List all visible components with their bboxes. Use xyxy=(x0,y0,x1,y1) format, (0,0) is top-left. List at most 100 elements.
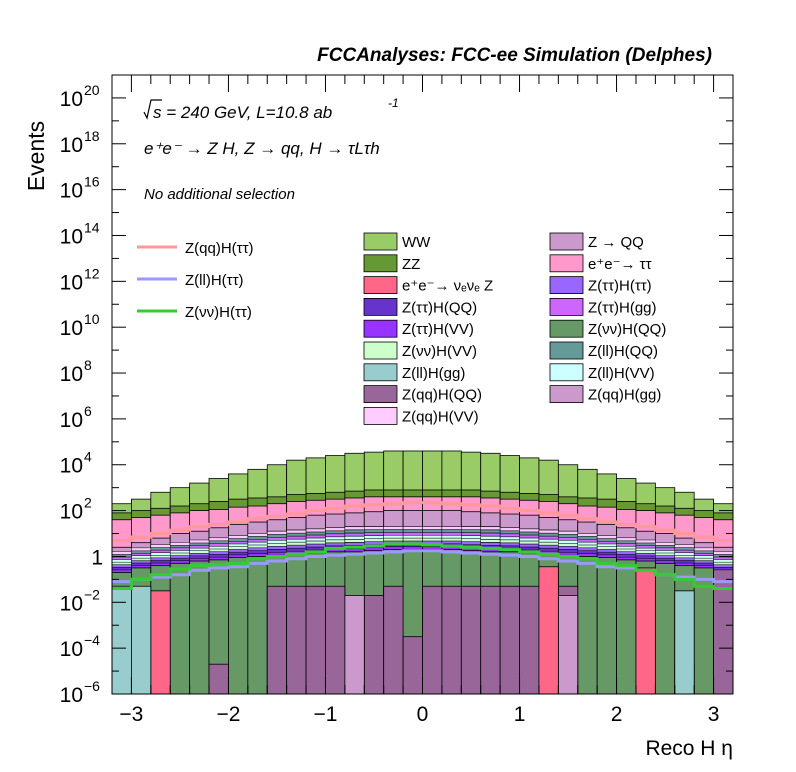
svg-text:Z(ττ)H(ττ): Z(ττ)H(ττ) xyxy=(588,278,652,295)
legend-entry: Z → QQ xyxy=(549,232,644,251)
bar-band xyxy=(461,538,481,542)
y-tick-label: 1 xyxy=(91,546,103,569)
bar-band xyxy=(344,536,365,540)
x-axis-label: Reco H η xyxy=(645,737,733,760)
bar-band xyxy=(461,535,481,539)
bar-band xyxy=(480,542,501,546)
svg-text:10: 10 xyxy=(60,455,83,478)
svg-text:Z(ττ)H(VV): Z(ττ)H(VV) xyxy=(402,321,474,338)
svg-text:14: 14 xyxy=(84,219,100,235)
bar-zvv-hqq xyxy=(189,560,210,695)
svg-text:10: 10 xyxy=(60,501,83,524)
y-tick-label: 10 4 xyxy=(60,449,92,478)
legend: Z(qq)H(ττ) Z(ll)H(ττ) Z(νν)H(ττ) WW ZZ e⁺e⁻→ … xyxy=(137,232,666,425)
svg-text:10: 10 xyxy=(60,180,83,203)
bar-band xyxy=(538,532,559,537)
bar-band xyxy=(267,537,287,541)
bar-zqq-hqq xyxy=(499,585,520,695)
svg-text:10: 10 xyxy=(60,409,83,432)
svg-text:e⁺e⁻→ νₑνₑ Z: e⁺e⁻→ νₑνₑ Z xyxy=(402,278,493,295)
chart-title: FCCAnalyses: FCC-ee Simulation (Delphes) xyxy=(317,45,712,66)
bar-band xyxy=(577,544,598,549)
bar-band xyxy=(267,546,287,550)
bar-band xyxy=(286,532,307,537)
bar-band xyxy=(325,533,346,538)
bar-band xyxy=(364,541,384,545)
bar-band xyxy=(422,540,443,545)
bar-band xyxy=(461,529,481,533)
bar-band xyxy=(461,541,481,545)
bar-band xyxy=(616,537,637,542)
bar-band xyxy=(364,529,384,533)
bar-band xyxy=(364,526,384,530)
stacked-bars xyxy=(111,450,734,695)
bar-band xyxy=(150,544,171,548)
sqrt-sign xyxy=(143,99,162,120)
bar-band xyxy=(441,531,462,536)
svg-text:Z(qq)H(VV): Z(qq)H(VV) xyxy=(402,408,479,425)
signal-lines xyxy=(112,501,733,591)
bar-band xyxy=(286,541,307,546)
bar-zvv-hqq xyxy=(654,562,676,695)
svg-text:Z(ll)H(VV): Z(ll)H(VV) xyxy=(588,365,655,382)
svg-text:16: 16 xyxy=(84,174,100,190)
legend-entry: Z(ττ)H(QQ) xyxy=(363,297,477,316)
x-tick-label: 0 xyxy=(417,703,429,726)
bar-band xyxy=(558,530,578,535)
bar-band xyxy=(577,541,598,546)
bar-band xyxy=(325,539,346,544)
bar-band xyxy=(693,547,714,552)
svg-text:-1: -1 xyxy=(388,96,399,110)
bar-band xyxy=(499,536,520,541)
bar-zvv-hqq xyxy=(577,556,598,695)
bar-zqq-hqq xyxy=(460,585,482,695)
y-tick-label: 10 −4 xyxy=(60,632,101,661)
x-tick-label: −3 xyxy=(119,703,143,726)
legend-entry: Z(ll)H(gg) xyxy=(363,363,465,382)
bar-band xyxy=(131,547,152,552)
bar-band xyxy=(247,533,268,537)
bar-band xyxy=(402,537,423,542)
bar-zqq-hgg-small xyxy=(344,595,365,695)
bar-band xyxy=(208,537,229,542)
svg-text:10: 10 xyxy=(60,225,83,248)
selection-annotation: No additional selection xyxy=(144,186,295,203)
bar-band xyxy=(286,538,307,543)
bar-zqq-hqq xyxy=(305,585,326,695)
y-tick-label: 10 −2 xyxy=(60,586,101,615)
bar-band xyxy=(577,547,598,551)
bar-band xyxy=(441,529,462,533)
bar-band xyxy=(577,550,598,554)
bar-band xyxy=(247,544,268,549)
svg-text:Z → QQ: Z → QQ xyxy=(588,234,644,251)
bar-band xyxy=(402,526,423,530)
bar-band xyxy=(538,535,559,540)
bar-band xyxy=(228,535,249,539)
bar-zvv-hqq xyxy=(596,557,617,695)
svg-text:Z(νν)H(VV): Z(νν)H(VV) xyxy=(402,343,477,360)
bar-band xyxy=(480,526,501,531)
x-tick-label: 3 xyxy=(708,703,720,726)
svg-text:10: 10 xyxy=(84,311,100,327)
line-zvv-htautau xyxy=(112,542,733,591)
energy-annotation: s = 240 GeV, L=10.8 ab -1 xyxy=(143,96,399,122)
bar-band xyxy=(480,539,501,543)
legend-entry: Z(ττ)H(VV) xyxy=(363,319,474,338)
y-tick-label: 10 16 xyxy=(60,174,100,203)
svg-text:4: 4 xyxy=(84,449,92,465)
bar-zqq-hqq xyxy=(208,663,229,695)
svg-text:e⁺e⁻→ ττ: e⁺e⁻→ ττ xyxy=(588,256,652,273)
bar-zqq-hqq xyxy=(402,636,423,695)
bar-band xyxy=(247,547,268,551)
svg-text:Z(ll)H(QQ): Z(ll)H(QQ) xyxy=(588,343,658,360)
svg-text:WW: WW xyxy=(402,234,431,251)
bar-band xyxy=(305,528,326,533)
bar-band xyxy=(267,549,287,553)
bar-band xyxy=(267,530,287,535)
legend-entry: e⁺e⁻→ ττ xyxy=(549,254,652,273)
bar-band xyxy=(344,539,365,543)
bar-band xyxy=(558,549,578,553)
bar-band xyxy=(499,539,520,544)
svg-text:10: 10 xyxy=(60,134,83,157)
y-tick-label: 10 20 xyxy=(60,82,100,111)
